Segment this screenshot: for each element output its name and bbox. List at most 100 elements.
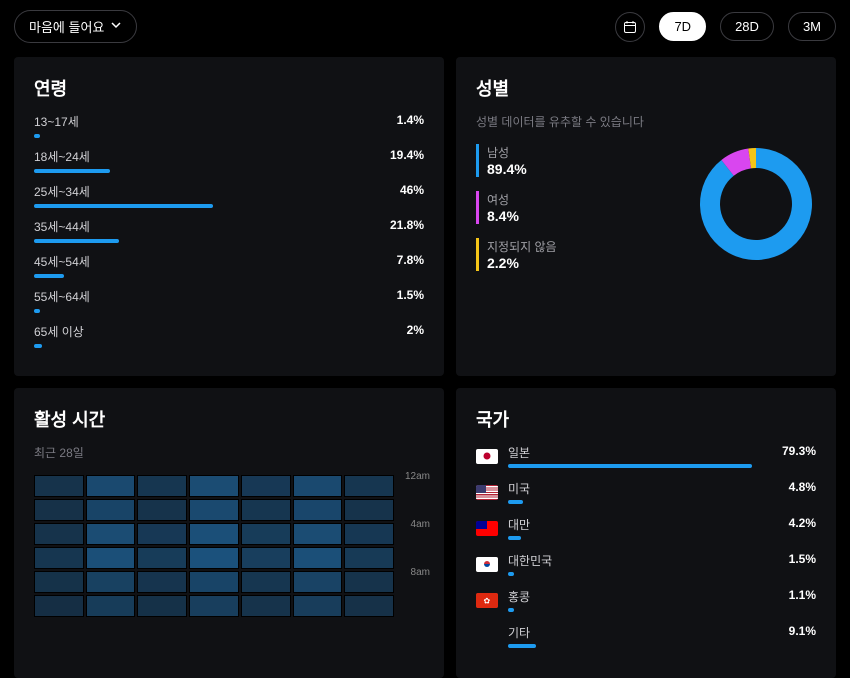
time-filters: 7D 28D 3M [615,12,836,42]
age-row: 65세 이상2% [34,323,424,348]
country-row: 일본 79.3% [476,444,816,468]
heatmap-cell [86,595,136,617]
dashboard-grid: 연령 13~17세 1.4% 18세~24세19.4% 25세~34세46% 35세~4… [14,57,836,678]
country-bar [508,572,514,576]
time-filter-28d[interactable]: 28D [720,12,774,41]
country-percent: 4.2% [789,516,816,533]
heatmap-cell [241,475,291,497]
gender-label: 여성 [487,191,678,208]
age-bar [34,344,42,348]
country-percent: 79.3% [782,444,816,461]
age-label: 45세~54세 [34,253,90,270]
flag-icon: ✿ [476,593,498,608]
age-card: 연령 13~17세 1.4% 18세~24세19.4% 25세~34세46% 35세~4… [14,57,444,376]
heatmap-cell [86,499,136,521]
age-bar [34,134,40,138]
activity-heatmap [34,475,394,617]
country-percent: 1.5% [789,552,816,569]
time-filter-3m[interactable]: 3M [788,12,836,41]
age-label: 13~17세 [34,113,79,130]
country-label: 홍콩 [508,588,530,605]
country-row: ✿홍콩1.1% [476,588,816,612]
chevron-down-icon [110,19,122,34]
heatmap-cell [344,547,394,569]
time-label: 8am [411,567,430,578]
age-title: 연령 [34,75,424,101]
heatmap-cell [137,595,187,617]
time-label: 12am [405,471,430,482]
country-bar [508,608,514,612]
metric-dropdown[interactable]: 마음에 들어요 [14,10,137,43]
time-label: 4am [411,519,430,530]
metric-dropdown-label: 마음에 들어요 [29,17,104,36]
heatmap-cell [86,523,136,545]
age-percent: 19.4% [390,148,424,165]
flag-icon [476,521,498,536]
heatmap-cell [241,499,291,521]
heatmap-cell [86,475,136,497]
age-bar [34,274,64,278]
calendar-icon [623,20,637,34]
gender-percent: 89.4% [487,161,678,177]
gender-item: 여성8.4% [476,191,678,224]
gender-donut-chart [696,144,816,264]
country-label: 일본 [508,444,530,461]
heatmap-cell [241,571,291,593]
flag-icon [476,485,498,500]
age-row: 45세~54세7.8% [34,253,424,278]
heatmap-cell [189,475,239,497]
age-row: 25세~34세46% [34,183,424,208]
heatmap-cell [241,523,291,545]
heatmap-cell [189,523,239,545]
flag-icon [476,449,498,464]
country-percent: 9.1% [789,624,816,641]
age-label: 65세 이상 [34,323,84,340]
topbar: 마음에 들어요 7D 28D 3M [14,10,836,43]
country-label: 기타 [508,624,530,641]
gender-subtitle: 성별 데이터를 유추할 수 있습니다 [476,113,816,130]
age-percent: 1.4% [397,113,424,130]
age-bar [34,204,213,208]
heatmap-cell [293,547,343,569]
heatmap-cell [189,571,239,593]
heatmap-cell [189,547,239,569]
country-row: 기타 9.1% [476,624,816,648]
heatmap-cell [137,523,187,545]
country-label: 미국 [508,480,530,497]
age-bar [34,169,110,173]
country-label: 대한민국 [508,552,552,569]
country-bar [508,464,752,468]
heatmap-cell [189,595,239,617]
age-bar [34,309,40,313]
gender-card: 성별 성별 데이터를 유추할 수 있습니다 남성89.4%여성8.4%지정되지 … [456,57,836,376]
heatmap-cell [86,547,136,569]
calendar-button[interactable] [615,12,645,42]
heatmap-cell [137,547,187,569]
age-percent: 1.5% [397,288,424,305]
heatmap-cell [34,595,84,617]
gender-title: 성별 [476,75,816,101]
heatmap-cell [137,499,187,521]
heatmap-cell [293,595,343,617]
heatmap-cell [344,499,394,521]
time-filter-7d[interactable]: 7D [659,12,706,41]
activity-time-labels: 12am4am8am [396,475,430,619]
age-label: 55세~64세 [34,288,90,305]
gender-percent: 2.2% [487,255,678,271]
heatmap-cell [344,475,394,497]
country-label: 대만 [508,516,530,533]
country-bar [508,644,536,648]
age-row: 35세~44세21.8% [34,218,424,243]
activity-title: 활성 시간 [34,406,424,432]
heatmap-cell [86,571,136,593]
heatmap-cell [34,547,84,569]
gender-legend: 남성89.4%여성8.4%지정되지 않음2.2% [476,144,678,285]
age-bar [34,239,119,243]
heatmap-cell [34,499,84,521]
age-row: 18세~24세19.4% [34,148,424,173]
age-row: 13~17세 1.4% [34,113,424,138]
heatmap-cell [344,523,394,545]
heatmap-cell [34,523,84,545]
country-row: 대만 4.2% [476,516,816,540]
heatmap-cell [293,499,343,521]
